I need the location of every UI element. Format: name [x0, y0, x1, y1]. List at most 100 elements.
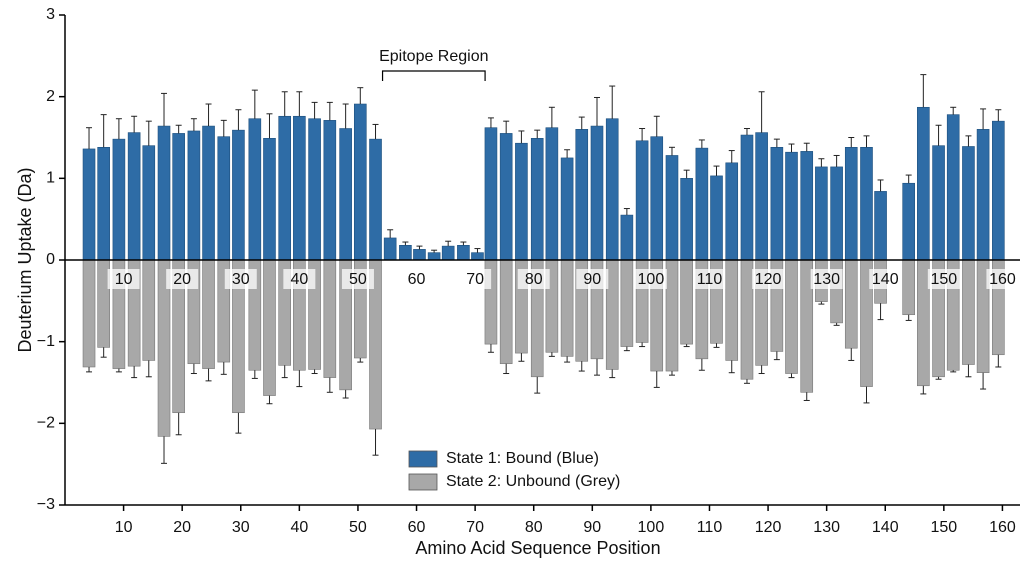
bar [172, 133, 185, 261]
error-bar [548, 106, 555, 128]
bar [917, 259, 930, 387]
bar [635, 140, 649, 261]
error-bar [683, 344, 690, 348]
error-bar [935, 376, 942, 380]
error-bar [578, 361, 585, 372]
error-bar [623, 346, 630, 352]
y-axis-label: Deuterium Uptake (Da) [15, 167, 35, 352]
bar [962, 146, 975, 261]
bar [710, 175, 723, 261]
error-bar [788, 143, 795, 153]
error-bar [758, 365, 765, 375]
error-bar [905, 314, 912, 321]
error-bar [100, 347, 107, 358]
y-tick-label: −3 [37, 496, 55, 513]
zero-label-bg [869, 269, 902, 289]
bar [725, 162, 739, 261]
zero-label-bg [166, 269, 199, 289]
error-bar [743, 379, 750, 384]
bar [142, 145, 156, 261]
error-bar [86, 127, 93, 149]
bar [413, 249, 426, 261]
error-bar [995, 354, 1002, 368]
error-bar [698, 139, 705, 149]
x-tick-label: 50 [349, 519, 367, 536]
bar [232, 129, 245, 261]
bar [815, 166, 828, 261]
error-bar [920, 74, 927, 108]
error-bar [205, 103, 212, 127]
error-bar [487, 117, 494, 128]
error-bar [474, 248, 481, 253]
x-tick-label: 80 [525, 519, 543, 536]
bar [590, 125, 604, 261]
error-bar [995, 109, 1002, 122]
zero-tick-label: 160 [989, 271, 1016, 288]
bar [755, 132, 768, 261]
zero-label-bg [576, 269, 609, 289]
error-bar [534, 376, 541, 394]
error-bar [220, 119, 227, 137]
x-tick-label: 120 [755, 519, 782, 536]
error-bar [175, 412, 182, 436]
error-bar [877, 179, 884, 192]
bar [785, 259, 798, 374]
bar [323, 120, 337, 261]
error-bar [326, 377, 333, 393]
error-bar [372, 429, 379, 456]
error-bar [487, 344, 494, 353]
error-bar [668, 371, 675, 376]
x-tick-label: 100 [638, 519, 665, 536]
error-bar [190, 363, 197, 375]
bar [932, 145, 945, 261]
bar [665, 155, 679, 261]
error-bar [564, 356, 571, 363]
error-bar [848, 137, 855, 148]
error-bar [190, 118, 197, 131]
error-bar [639, 342, 646, 348]
bar [308, 118, 321, 261]
error-bar [372, 123, 379, 140]
error-bar [683, 169, 690, 179]
error-bar [950, 106, 957, 115]
error-bar [115, 118, 122, 140]
error-bar [713, 165, 720, 176]
bar [785, 151, 798, 261]
bar [82, 259, 96, 368]
bar [770, 147, 784, 261]
bar [844, 259, 858, 349]
x-tick-label: 90 [583, 519, 601, 536]
error-bar [534, 129, 541, 139]
bar [665, 259, 679, 372]
error-bar [905, 174, 912, 184]
zero-tick-label: 40 [290, 271, 308, 288]
bar [575, 129, 589, 261]
bar [902, 259, 915, 316]
bar [740, 134, 754, 261]
error-bar [818, 301, 825, 305]
bar [369, 138, 382, 261]
bar [441, 245, 455, 261]
bar [157, 125, 171, 261]
error-bar [86, 366, 93, 373]
error-bar [623, 208, 630, 216]
x-tick-label: 150 [930, 519, 957, 536]
error-bar [639, 128, 646, 141]
error-bar [728, 360, 735, 374]
error-bar [445, 240, 452, 247]
y-tick-label: 0 [46, 251, 55, 268]
zero-label-bg [283, 269, 316, 289]
bar [427, 252, 441, 261]
y-tick-label: −1 [37, 333, 55, 350]
error-bar [980, 108, 987, 130]
error-bar [788, 373, 795, 379]
error-bar [161, 92, 168, 127]
bar [293, 115, 306, 261]
error-bar [145, 120, 152, 146]
zero-label-bg [810, 269, 843, 289]
error-bar [357, 358, 364, 363]
error-bar [609, 369, 616, 379]
x-axis-label: Amino Acid Sequence Position [415, 538, 660, 558]
error-bar [833, 322, 840, 326]
